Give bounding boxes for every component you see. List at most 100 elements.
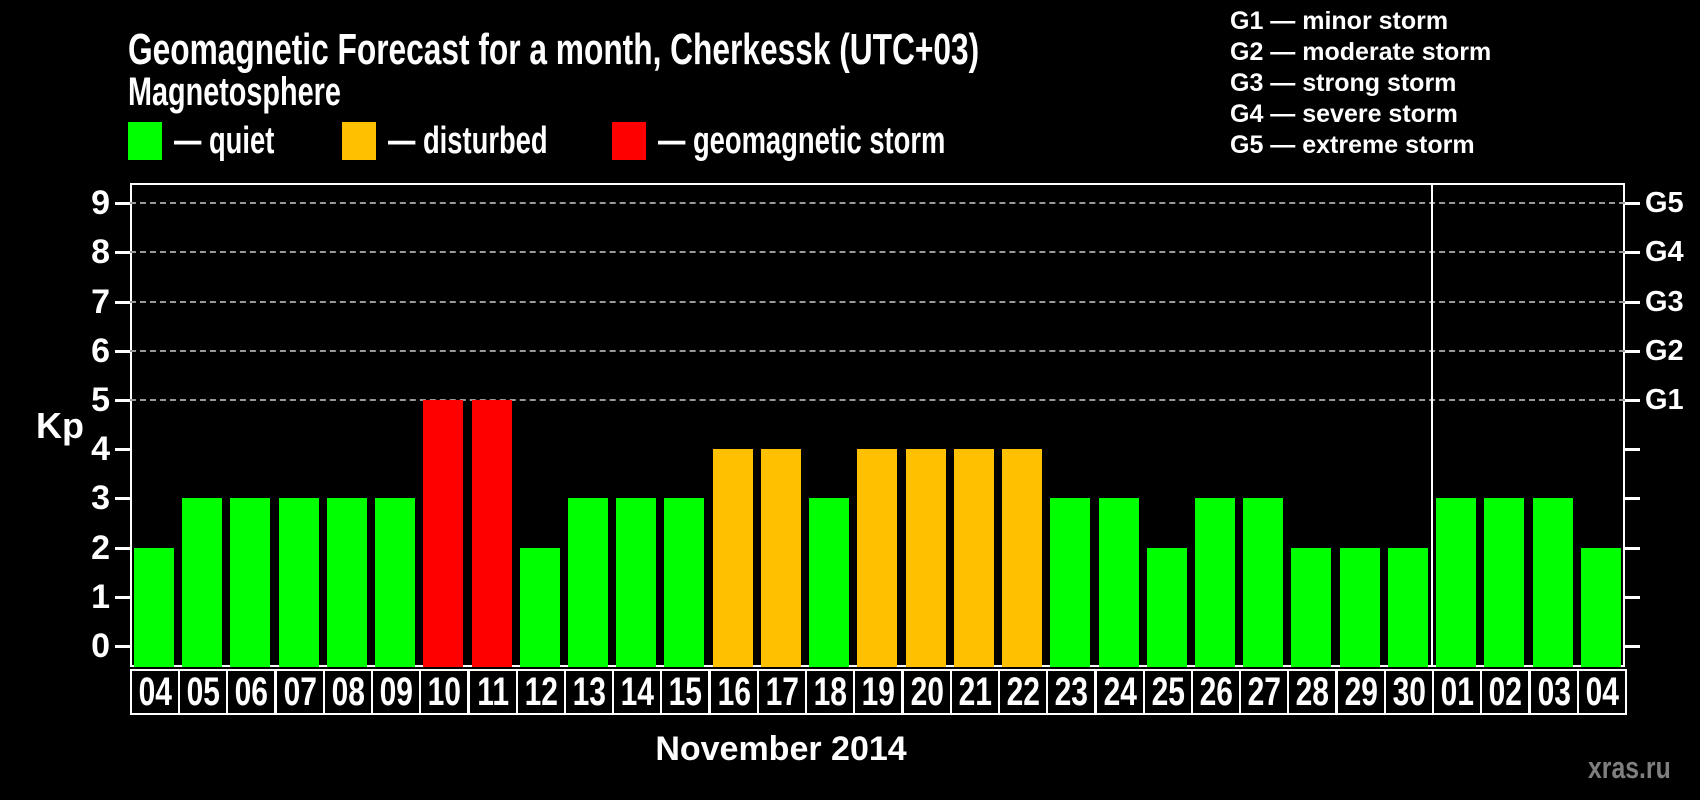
legend-label-text-quiet: — quiet <box>174 120 275 162</box>
day-label: 13 <box>572 670 606 714</box>
day-label: 18 <box>813 670 847 714</box>
day-label: 30 <box>1392 670 1426 714</box>
kp-bar-day-22 <box>1002 449 1042 667</box>
y-axis-tick-right-9 <box>1625 202 1640 206</box>
kp-bar-day-14 <box>616 498 656 667</box>
day-label-box: 27 <box>1239 669 1289 715</box>
y-axis-tick-left-4 <box>115 448 130 452</box>
legend-swatch-disturbed <box>342 122 376 160</box>
g-scale-label-g1: G1 <box>1645 384 1684 416</box>
day-label-box: 24 <box>1095 669 1145 715</box>
g-scale-label-g4: G4 <box>1645 236 1684 269</box>
day-label-box: 20 <box>902 669 952 715</box>
day-label: 11 <box>477 670 509 714</box>
kp-bar-day-03 <box>1533 498 1573 667</box>
day-label-box: 19 <box>853 669 903 715</box>
day-label: 14 <box>620 670 654 714</box>
storm-scale-item-g1: G1 — minor storm <box>1230 7 1449 35</box>
day-label: 26 <box>1199 670 1233 714</box>
day-label: 07 <box>283 670 317 714</box>
day-label: 16 <box>717 670 751 714</box>
y-axis-tick-right-8 <box>1625 251 1640 255</box>
legend-swatch-quiet <box>128 122 162 160</box>
kp-bar-day-15 <box>664 498 704 667</box>
kp-bar-day-21 <box>954 449 994 667</box>
day-label: 10 <box>427 670 461 714</box>
day-label: 15 <box>668 670 702 714</box>
day-label-box: 09 <box>371 669 421 715</box>
y-axis-tick-right-7 <box>1625 300 1640 304</box>
day-label-box: 22 <box>998 669 1048 715</box>
y-axis-tick-left-6 <box>115 349 130 353</box>
y-axis-tick-left-0 <box>115 645 130 648</box>
day-label-box: 18 <box>805 669 855 715</box>
day-label-box: 12 <box>516 669 566 715</box>
magnetosphere-legend-heading: Magnetosphere <box>128 72 424 112</box>
gridline-kp9 <box>130 202 1625 205</box>
day-label-box: 21 <box>950 669 1000 715</box>
legend-label-storm: — geomagnetic storm <box>658 122 1057 160</box>
storm-scale-legend: G1 — minor storm G2 — moderate storm G3 … <box>1230 6 1491 161</box>
y-axis-tick-left-7 <box>115 300 130 304</box>
y-tick-label-7: 7 <box>91 282 110 321</box>
day-label-box: 23 <box>1046 669 1096 715</box>
legend-label-disturbed: — disturbed <box>388 122 610 160</box>
day-label-box: 30 <box>1384 669 1434 715</box>
y-axis-tick-right-6 <box>1625 349 1640 353</box>
day-label-box: 11 <box>468 669 518 715</box>
kp-bar-day-19 <box>857 449 897 667</box>
magnetosphere-legend-heading-text: Magnetosphere <box>128 70 341 114</box>
day-label-box: 04 <box>1577 669 1627 715</box>
day-label: 29 <box>1344 670 1378 714</box>
y-tick-label-9: 9 <box>91 184 110 223</box>
day-label-box: 04 <box>130 669 180 715</box>
storm-scale-item-g3: G3 — strong storm <box>1230 69 1457 97</box>
y-tick-label-4: 4 <box>91 430 110 469</box>
storm-scale-item-g2: G2 — moderate storm <box>1230 38 1492 66</box>
day-label: 19 <box>861 670 895 714</box>
day-label-box: 15 <box>660 669 710 715</box>
y-axis-tick-right-3 <box>1625 497 1640 501</box>
day-label-box: 05 <box>178 669 228 715</box>
y-tick-label-2: 2 <box>91 528 110 567</box>
legend-swatch-storm <box>612 122 646 160</box>
g-scale-label-g3: G3 <box>1645 285 1684 318</box>
y-axis-title: Kp <box>36 405 84 446</box>
kp-bar-day-13 <box>568 498 608 667</box>
kp-bar-day-24 <box>1099 498 1139 667</box>
legend-label-text-disturbed: — disturbed <box>388 120 548 162</box>
g-scale-label-g5: G5 <box>1645 187 1684 220</box>
day-label: 20 <box>910 670 944 714</box>
day-label: 24 <box>1103 670 1137 714</box>
gridline-kp6 <box>130 349 1625 352</box>
kp-bar-day-16 <box>713 449 753 667</box>
y-tick-label-6: 6 <box>91 331 110 370</box>
y-axis-tick-left-3 <box>115 497 130 501</box>
kp-bar-day-29 <box>1340 548 1380 667</box>
storm-scale-item-g5: G5 — extreme storm <box>1230 131 1475 159</box>
gridline-kp7 <box>130 300 1625 303</box>
day-label: 09 <box>379 670 413 714</box>
y-axis-tick-left-2 <box>115 546 130 550</box>
y-tick-label-1: 1 <box>91 577 110 616</box>
day-label: 05 <box>186 670 220 714</box>
y-axis-tick-right-4 <box>1625 448 1640 452</box>
day-label-box: 13 <box>564 669 614 715</box>
kp-bar-day-25 <box>1147 548 1187 667</box>
day-label: 27 <box>1247 670 1281 714</box>
gridline-kp8 <box>130 251 1625 254</box>
y-tick-label-0: 0 <box>91 627 110 665</box>
month-separator-line <box>1431 183 1433 667</box>
kp-bar-day-06 <box>230 498 270 667</box>
kp-bar-day-04 <box>134 548 174 667</box>
x-axis-title: November 2014 <box>655 730 907 768</box>
day-label: 17 <box>765 670 799 714</box>
kp-bar-day-10 <box>423 400 463 667</box>
day-label-box: 02 <box>1480 669 1530 715</box>
chart-title: Geomagnetic Forecast for a month, Cherke… <box>128 28 1310 72</box>
kp-bar-day-12 <box>520 548 560 667</box>
day-label-box: 17 <box>757 669 807 715</box>
day-label: 28 <box>1295 670 1329 714</box>
legend-label-text-storm: — geomagnetic storm <box>658 120 946 162</box>
kp-bar-day-30 <box>1388 548 1428 667</box>
